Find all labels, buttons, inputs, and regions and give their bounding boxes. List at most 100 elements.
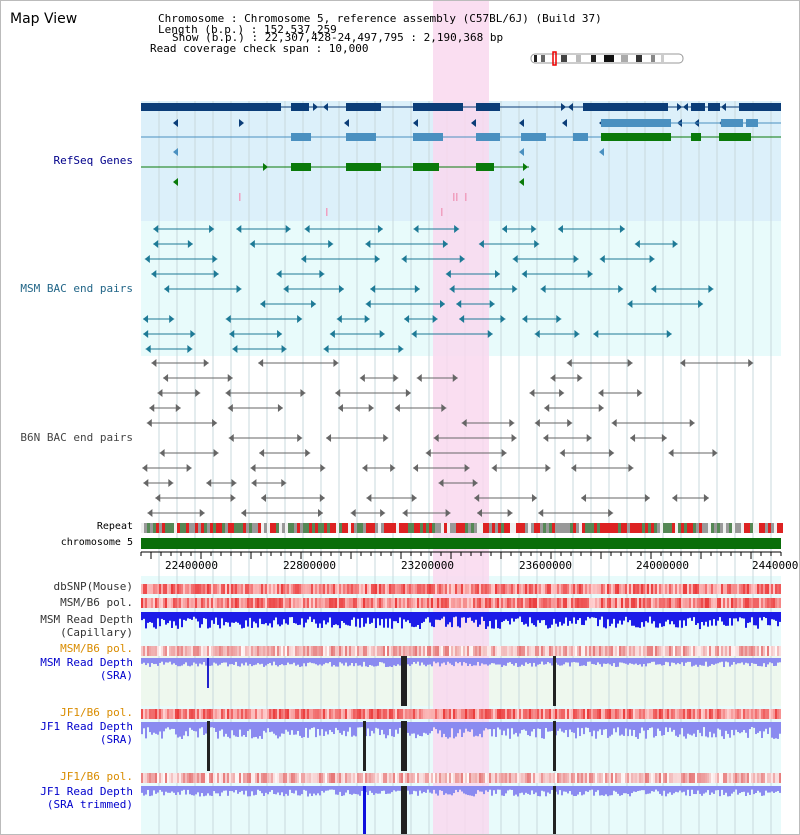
track-label-dbsnp[interactable]: dbSNP(Mouse) bbox=[53, 580, 133, 593]
msm-b6-pol-density bbox=[203, 598, 205, 608]
track-label-jf1-depth-trimmed[interactable]: JF1 Read Depth bbox=[40, 785, 133, 798]
jf1-depth-sra-bar bbox=[357, 722, 359, 728]
dbsnp-density bbox=[221, 584, 223, 594]
jf1-b6-pol-2-density bbox=[179, 773, 181, 783]
jf1-depth-sra-bar bbox=[285, 722, 287, 730]
dbsnp-density bbox=[175, 584, 177, 594]
msm-depth-capillary-bar bbox=[203, 612, 205, 619]
jf1-depth-trimmed-bar bbox=[639, 786, 641, 791]
jf1-depth-trimmed-bar bbox=[653, 786, 655, 792]
jf1-depth-sra-bar bbox=[697, 722, 699, 730]
msm-b6-pol-density bbox=[267, 598, 269, 608]
jf1-b6-pol-density bbox=[247, 709, 249, 719]
jf1-depth-trimmed-bar bbox=[631, 786, 633, 794]
jf1-depth-trimmed-bar bbox=[425, 786, 427, 793]
jf1-b6-pol-2-density bbox=[593, 773, 595, 783]
jf1-depth-trimmed-bar bbox=[327, 786, 329, 791]
msm-b6-pol-density bbox=[399, 598, 401, 608]
repeat-element bbox=[519, 523, 522, 533]
jf1-b6-pol-density bbox=[523, 709, 525, 719]
jf1-depth-trimmed-bar bbox=[267, 786, 269, 795]
jf1-depth-trimmed-bar bbox=[511, 786, 513, 790]
track-label-repeat[interactable]: Repeat bbox=[96, 521, 133, 532]
track-label-msm-bac[interactable]: MSM BAC end pairs bbox=[20, 282, 133, 295]
dbsnp-density bbox=[547, 584, 549, 594]
dbsnp-density bbox=[391, 584, 393, 594]
jf1-depth-trimmed-bar bbox=[271, 786, 273, 791]
dbsnp-density bbox=[677, 584, 679, 594]
jf1-depth-sra-bar bbox=[289, 722, 291, 735]
jf1-b6-pol-2-density bbox=[277, 773, 279, 783]
msm-b6-pol-sra-density bbox=[729, 646, 731, 656]
track-label-msm-depth-capillary[interactable]: MSM Read Depth bbox=[40, 613, 133, 626]
msm-b6-pol-density bbox=[715, 598, 717, 608]
msm-depth-capillary-bar bbox=[415, 612, 417, 627]
jf1-b6-pol-density bbox=[595, 709, 597, 719]
dbsnp-density bbox=[675, 584, 677, 594]
msm-depth-capillary-bar bbox=[253, 612, 255, 622]
repeat-element bbox=[360, 523, 363, 533]
msm-bac-pair-end bbox=[153, 240, 159, 248]
msm-b6-pol-density bbox=[487, 598, 489, 608]
jf1-depth-trimmed-bar bbox=[529, 786, 531, 795]
jf1-b6-pol-2-density bbox=[221, 773, 223, 783]
msm-b6-pol-sra-density bbox=[699, 646, 701, 656]
jf1-b6-pol-density bbox=[505, 709, 507, 719]
msm-depth-capillary-bar bbox=[453, 612, 455, 618]
msm-b6-pol-density bbox=[145, 598, 147, 608]
msm-depth-sra-bar bbox=[773, 658, 775, 666]
jf1-depth-trimmed-bar bbox=[341, 786, 343, 797]
jf1-depth-sra-bar bbox=[679, 722, 681, 735]
jf1-depth-sra-bar bbox=[621, 722, 623, 735]
msm-depth-sra-bar bbox=[413, 658, 415, 663]
track-label-jf1-depth-sra[interactable]: JF1 Read Depth bbox=[40, 720, 133, 733]
msm-depth-sra-bar bbox=[189, 658, 191, 667]
jf1-b6-pol-density bbox=[359, 709, 361, 719]
track-label-msm-b6-pol-sra[interactable]: MSM/B6 pol. bbox=[60, 642, 133, 655]
track-label-msm-b6-pol[interactable]: MSM/B6 pol. bbox=[60, 596, 133, 609]
jf1-depth-trimmed-bar bbox=[767, 786, 769, 793]
jf1-b6-pol-2-density bbox=[695, 773, 697, 783]
jf1-depth-trimmed-bar bbox=[229, 786, 231, 791]
track-label-refseq[interactable]: RefSeq Genes bbox=[53, 154, 133, 167]
msm-b6-pol-sra-density bbox=[671, 646, 673, 656]
jf1-b6-pol-2-density bbox=[167, 773, 169, 783]
track-label-jf1-b6-pol[interactable]: JF1/B6 pol. bbox=[60, 706, 133, 719]
msm-b6-pol-sra-density bbox=[205, 646, 207, 656]
jf1-depth-sra-bar bbox=[197, 722, 199, 738]
gene-strand-arrow bbox=[344, 119, 349, 127]
msm-b6-pol-density bbox=[619, 598, 621, 608]
msm-bac-pair-end bbox=[651, 285, 657, 293]
track-label-jf1-b6-pol-2[interactable]: JF1/B6 pol. bbox=[60, 770, 133, 783]
jf1-b6-pol-2-density bbox=[447, 773, 449, 783]
dbsnp-density bbox=[443, 584, 445, 594]
msm-b6-pol-sra-density bbox=[163, 646, 165, 656]
repeat-element bbox=[501, 523, 504, 533]
jf1-depth-sra-bar bbox=[157, 722, 159, 735]
msm-b6-pol-sra-density bbox=[595, 646, 597, 656]
b6n-bac-pair-end bbox=[175, 404, 181, 412]
dbsnp-density bbox=[403, 584, 405, 594]
msm-depth-sra-bar bbox=[571, 658, 573, 663]
repeat-element bbox=[558, 523, 561, 533]
track-label-b6n-bac[interactable]: B6N BAC end pairs bbox=[20, 431, 133, 444]
depth-spike bbox=[401, 786, 407, 834]
jf1-b6-pol-density bbox=[229, 709, 231, 719]
msm-depth-sra-bar bbox=[473, 658, 475, 666]
jf1-b6-pol-density bbox=[309, 709, 311, 719]
repeat-element bbox=[513, 523, 516, 533]
repeat-element bbox=[660, 523, 663, 533]
jf1-depth-trimmed-bar bbox=[303, 786, 305, 790]
msm-b6-pol-sra-density bbox=[621, 646, 623, 656]
track-label-msm-depth-sra[interactable]: MSM Read Depth bbox=[40, 656, 133, 669]
jf1-depth-trimmed-bar bbox=[651, 786, 653, 792]
track-label-chromosome[interactable]: chromosome 5 bbox=[60, 537, 133, 548]
repeat-element bbox=[267, 523, 270, 533]
b6n-bac-pair-end bbox=[260, 494, 266, 502]
dbsnp-density bbox=[475, 584, 477, 594]
jf1-depth-sra-bar bbox=[585, 722, 587, 728]
b6n-bac-pair-end bbox=[337, 404, 343, 412]
jf1-b6-pol-2-density bbox=[247, 773, 249, 783]
jf1-b6-pol-density bbox=[203, 709, 205, 719]
